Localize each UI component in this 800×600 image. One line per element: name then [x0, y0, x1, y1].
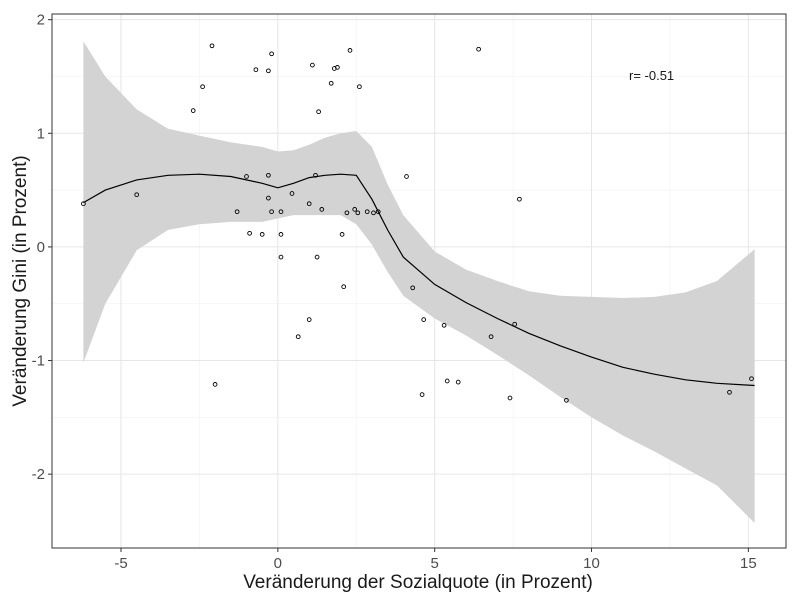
x-tick-label: 15	[740, 555, 757, 572]
data-point	[371, 210, 376, 216]
y-axis-ticks: -2 -1 0 1 2	[32, 12, 52, 483]
data-point	[247, 230, 252, 236]
data-point	[507, 395, 513, 401]
y-tick-label: 0	[37, 239, 45, 256]
y-tick-label: -1	[32, 353, 45, 370]
data-point	[289, 191, 295, 196]
data-point	[269, 209, 274, 215]
confidence-band-layer	[83, 41, 755, 524]
data-point	[313, 172, 318, 178]
data-point	[319, 207, 325, 212]
confidence-band	[83, 41, 755, 524]
data-point	[355, 210, 361, 216]
data-point	[81, 201, 86, 207]
y-tick-label: 2	[37, 12, 45, 29]
x-axis-title: Veränderung der Sozialquote (in Prozent)	[243, 572, 593, 593]
data-point	[344, 210, 350, 216]
data-point	[421, 317, 427, 322]
data-point	[564, 397, 569, 403]
data-point	[314, 254, 320, 260]
data-point	[364, 209, 370, 215]
data-point	[727, 389, 732, 395]
data-point	[190, 108, 196, 113]
data-point	[444, 378, 450, 384]
data-point	[259, 232, 265, 237]
correlation-annotation: r= -0.51	[629, 68, 674, 83]
data-point	[357, 84, 362, 90]
data-point	[266, 195, 271, 201]
data-point	[352, 207, 358, 212]
data-point	[410, 285, 416, 291]
data-point	[200, 84, 205, 90]
data-point	[512, 321, 518, 327]
y-axis-title: Veränderung Gini (in Prozent)	[10, 155, 31, 406]
data-point	[278, 209, 284, 215]
data-point	[306, 201, 312, 207]
data-point	[341, 284, 347, 290]
data-point	[455, 379, 461, 385]
data-point	[441, 322, 447, 328]
data-point	[306, 317, 312, 322]
data-point	[209, 43, 215, 49]
panel-border	[51, 13, 787, 549]
data-point	[749, 376, 754, 382]
data-point	[244, 174, 249, 179]
x-tick-label: 5	[431, 555, 439, 572]
data-point	[266, 68, 271, 74]
data-point	[253, 67, 259, 73]
data-point	[404, 174, 409, 179]
y-tick-label: 1	[37, 125, 45, 142]
smooth-line-layer	[83, 173, 755, 387]
data-points-layer	[81, 43, 754, 403]
data-point	[347, 48, 353, 53]
data-point	[278, 232, 284, 237]
y-tick-label: -2	[32, 466, 45, 483]
data-point	[328, 80, 334, 86]
smooth-line	[83, 173, 755, 387]
data-point	[234, 209, 240, 215]
data-point	[488, 334, 494, 340]
x-tick-label: -5	[114, 555, 127, 572]
data-point	[316, 109, 321, 115]
data-point	[134, 192, 140, 198]
data-point	[295, 334, 301, 340]
data-point	[269, 51, 274, 57]
data-point	[476, 46, 481, 52]
data-point	[339, 232, 345, 237]
data-point	[278, 254, 284, 260]
data-point	[419, 392, 425, 397]
data-point	[335, 65, 340, 70]
data-point	[266, 172, 271, 178]
x-tick-label: 10	[583, 555, 600, 572]
x-tick-label: 0	[274, 555, 282, 572]
data-point	[310, 62, 315, 68]
data-point	[212, 382, 218, 387]
x-axis-ticks: -5 0 5 10 15	[114, 548, 757, 572]
data-point	[375, 209, 381, 215]
data-point	[517, 196, 522, 202]
